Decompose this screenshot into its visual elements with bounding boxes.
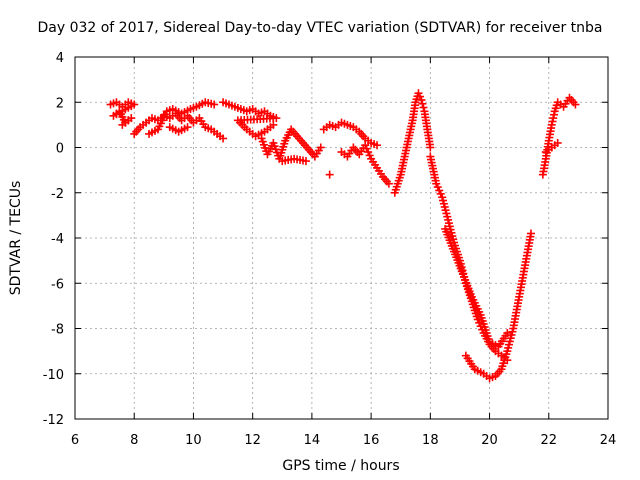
data-points: [106, 89, 580, 383]
x-tick-label: 8: [130, 433, 138, 448]
y-tick-label: -8: [51, 323, 64, 338]
data-point: [571, 100, 580, 109]
data-point: [384, 179, 393, 188]
data-point: [316, 143, 325, 152]
x-tick-label: 22: [541, 433, 558, 448]
plot-frame: [74, 56, 609, 420]
x-tick-label: 18: [422, 433, 439, 448]
data-point: [553, 138, 562, 147]
data-point: [219, 134, 228, 143]
data-point: [417, 95, 426, 104]
data-point: [210, 100, 219, 109]
x-axis-ticks: 6 8 10 12 14 16 18 20 22 24: [71, 57, 616, 448]
data-point: [373, 141, 382, 150]
y-axis-label: SDTVAR / TECUs: [8, 181, 24, 296]
data-point: [503, 329, 512, 338]
x-tick-label: 14: [304, 433, 321, 448]
y-tick-label: 4: [56, 51, 64, 66]
y-tick-label: -10: [43, 368, 64, 383]
x-tick-label: 16: [363, 433, 380, 448]
data-point-fill: [419, 103, 428, 112]
data-point: [325, 170, 334, 179]
y-tick-label: -4: [51, 232, 64, 247]
y-tick-label: 2: [56, 96, 64, 111]
data-point: [301, 157, 310, 166]
y-tick-label: 0: [56, 142, 64, 157]
data-point: [269, 120, 278, 129]
y-axis-ticks: 4 2 0 -2 -4 -6 -8 -10 -12: [43, 51, 608, 428]
y-tick-label: -2: [51, 187, 64, 202]
x-tick-label: 12: [244, 433, 261, 448]
chart-title: Day 032 of 2017, Sidereal Day-to-day VTE…: [37, 20, 602, 36]
data-point: [124, 116, 133, 125]
x-tick-label: 10: [185, 433, 202, 448]
x-tick-label: 6: [71, 433, 79, 448]
x-tick-label: 24: [600, 433, 617, 448]
data-point-fill: [418, 99, 427, 108]
data-point: [183, 123, 192, 132]
x-tick-label: 20: [481, 433, 498, 448]
grid-lines: [75, 57, 608, 419]
data-point: [527, 229, 536, 238]
x-axis-label: GPS time / hours: [282, 458, 399, 474]
y-tick-label: -12: [43, 413, 64, 428]
y-tick-label: -6: [51, 277, 64, 292]
data-point: [426, 143, 435, 152]
